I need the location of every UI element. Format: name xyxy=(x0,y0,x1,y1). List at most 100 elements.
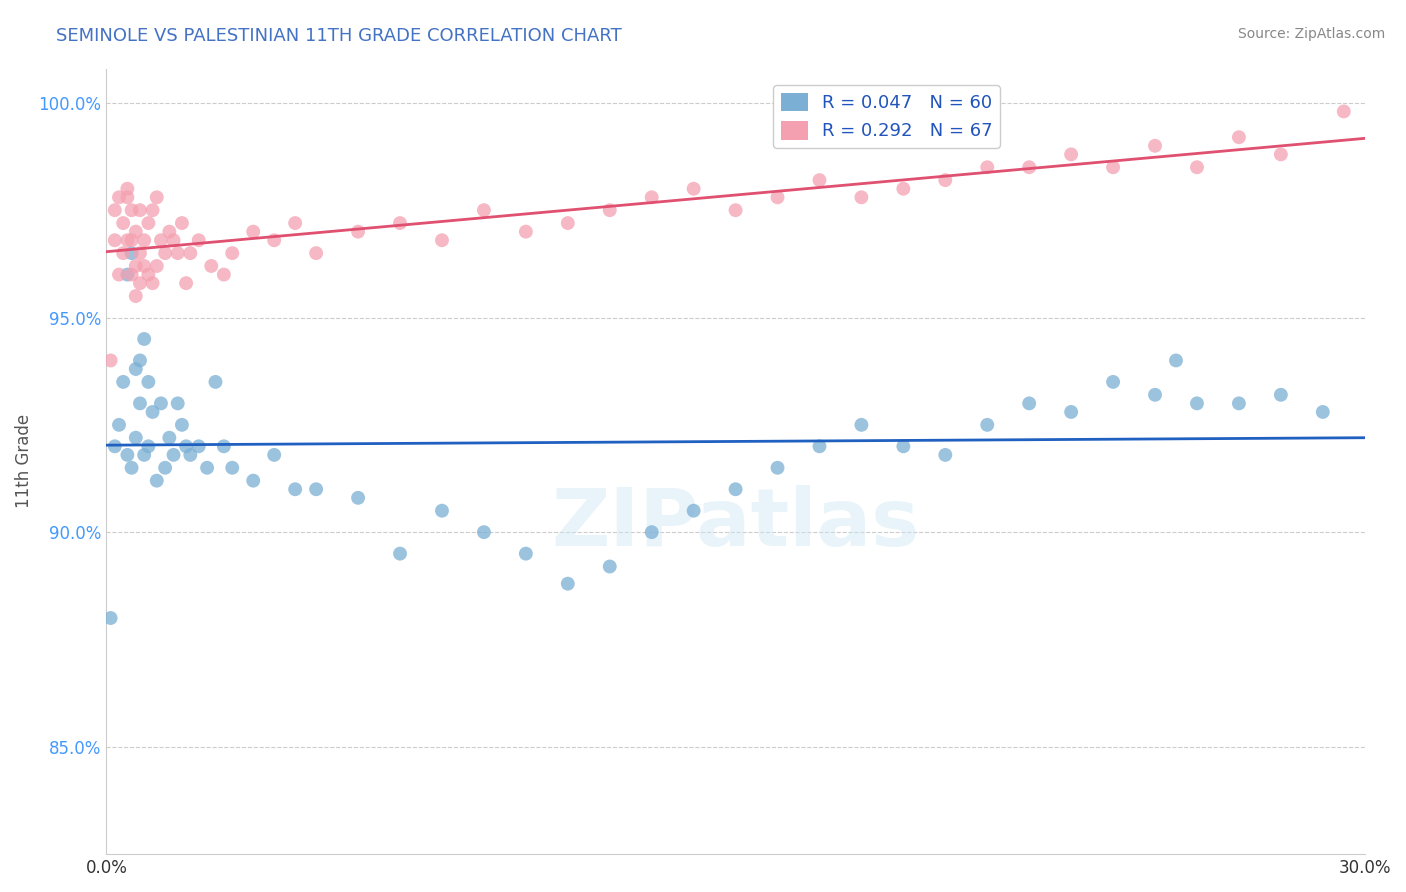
Point xyxy=(145,474,167,488)
Point xyxy=(766,460,789,475)
Point xyxy=(108,190,131,204)
Text: Source: ZipAtlas.com: Source: ZipAtlas.com xyxy=(1237,27,1385,41)
Point xyxy=(121,246,143,260)
Point xyxy=(242,225,264,239)
Point xyxy=(808,173,831,187)
Point xyxy=(129,203,152,218)
Point xyxy=(284,482,307,496)
Point xyxy=(108,268,131,282)
Point xyxy=(430,233,453,247)
Point xyxy=(179,448,201,462)
Point xyxy=(142,276,165,290)
Point xyxy=(149,233,172,247)
Point xyxy=(305,246,328,260)
Point xyxy=(104,203,127,218)
Point xyxy=(121,460,143,475)
Point xyxy=(112,375,135,389)
Point xyxy=(263,448,285,462)
Point xyxy=(557,576,579,591)
Point xyxy=(129,353,152,368)
Point xyxy=(1102,161,1125,175)
Point xyxy=(1270,388,1292,402)
Point xyxy=(1185,161,1208,175)
Point xyxy=(1143,138,1166,153)
Point xyxy=(134,448,156,462)
Point xyxy=(195,460,218,475)
Point xyxy=(100,611,122,625)
Point xyxy=(641,190,664,204)
Point xyxy=(472,203,495,218)
Point xyxy=(1102,375,1125,389)
Point xyxy=(599,203,621,218)
Point xyxy=(976,161,998,175)
Point xyxy=(242,474,264,488)
Point xyxy=(1143,388,1166,402)
Point xyxy=(153,460,176,475)
Point xyxy=(557,216,579,230)
Point xyxy=(138,268,160,282)
Point xyxy=(1333,104,1355,119)
Point xyxy=(145,259,167,273)
Point xyxy=(389,216,412,230)
Point xyxy=(117,448,139,462)
Point xyxy=(125,289,148,303)
Point xyxy=(851,190,873,204)
Point xyxy=(724,482,747,496)
Point xyxy=(125,259,148,273)
Point xyxy=(134,332,156,346)
Point xyxy=(347,491,370,505)
Point xyxy=(1060,405,1083,419)
Point xyxy=(117,190,139,204)
Point xyxy=(108,417,131,432)
Point xyxy=(134,233,156,247)
Point xyxy=(162,233,184,247)
Point xyxy=(187,439,209,453)
Point xyxy=(305,482,328,496)
Point xyxy=(157,431,180,445)
Point xyxy=(138,375,160,389)
Point xyxy=(515,547,537,561)
Point xyxy=(893,182,915,196)
Point xyxy=(1270,147,1292,161)
Point xyxy=(157,225,180,239)
Point xyxy=(1018,396,1040,410)
Point xyxy=(808,439,831,453)
Point xyxy=(934,173,956,187)
Point xyxy=(599,559,621,574)
Point xyxy=(174,276,197,290)
Point xyxy=(121,233,143,247)
Point xyxy=(117,268,139,282)
Point xyxy=(138,439,160,453)
Point xyxy=(430,504,453,518)
Point xyxy=(204,375,226,389)
Point xyxy=(166,396,188,410)
Point xyxy=(134,259,156,273)
Point xyxy=(221,460,243,475)
Point xyxy=(121,203,143,218)
Point xyxy=(138,216,160,230)
Point xyxy=(112,246,135,260)
Point xyxy=(117,233,139,247)
Point xyxy=(284,216,307,230)
Point xyxy=(212,439,235,453)
Point xyxy=(1164,353,1187,368)
Point xyxy=(166,246,188,260)
Point xyxy=(221,246,243,260)
Point xyxy=(1312,405,1334,419)
Point xyxy=(125,362,148,376)
Point xyxy=(1060,147,1083,161)
Point xyxy=(129,246,152,260)
Point xyxy=(145,190,167,204)
Point xyxy=(142,405,165,419)
Legend: R = 0.047   N = 60, R = 0.292   N = 67: R = 0.047 N = 60, R = 0.292 N = 67 xyxy=(773,86,1000,147)
Point xyxy=(117,182,139,196)
Point xyxy=(104,233,127,247)
Point xyxy=(1185,396,1208,410)
Point xyxy=(121,268,143,282)
Point xyxy=(129,396,152,410)
Point xyxy=(724,203,747,218)
Point xyxy=(1018,161,1040,175)
Point xyxy=(212,268,235,282)
Point xyxy=(142,203,165,218)
Point xyxy=(682,182,704,196)
